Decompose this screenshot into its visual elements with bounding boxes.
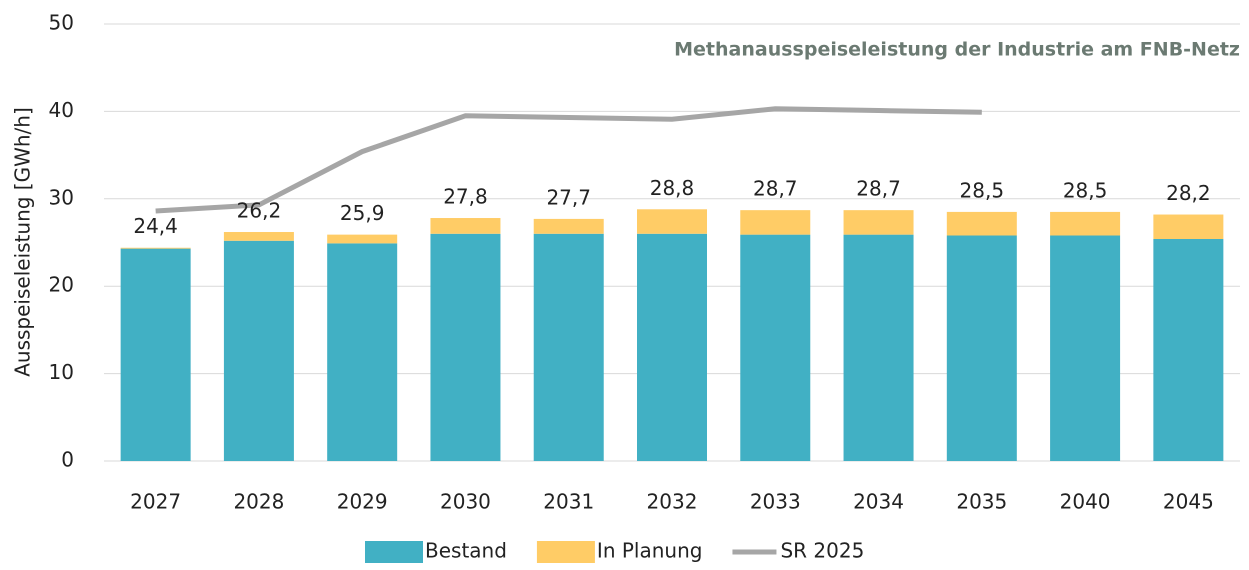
- total-label: 28,8: [650, 176, 695, 200]
- bar-segment: [533, 233, 604, 461]
- x-tick-label: 2040: [1060, 490, 1111, 514]
- bar-segment: [120, 248, 191, 461]
- bar-segment: [223, 232, 294, 241]
- bar-segment: [637, 209, 707, 234]
- x-tick-label: 2033: [750, 490, 801, 514]
- bar-segment: [1153, 239, 1224, 461]
- line: [155, 106, 982, 214]
- bar-segment: [1153, 214, 1224, 240]
- x-tick-label: 2029: [337, 490, 388, 514]
- x-tick-label: 2032: [647, 490, 698, 514]
- bar-segment: [740, 234, 811, 461]
- y-tick-label: 50: [49, 11, 74, 35]
- total-label: 28,7: [753, 177, 798, 201]
- y-tick-label: 20: [49, 273, 74, 297]
- y-tick-label: 40: [49, 98, 74, 122]
- bar-segment: [946, 211, 1017, 236]
- y-axis-label: Ausspeiseleistung [GWh/h]: [11, 107, 35, 377]
- x-tick-label: 2031: [543, 490, 594, 514]
- legend-label: Bestand: [425, 539, 507, 563]
- bar-segment: [327, 234, 398, 244]
- bar-segment: [327, 243, 398, 461]
- legend-label: SR 2025: [780, 539, 864, 563]
- bar-segment: [223, 240, 294, 461]
- bar-segment: [1050, 235, 1121, 461]
- total-label: 26,2: [237, 199, 282, 223]
- x-tick-label: 2030: [440, 490, 491, 514]
- total-label: 28,5: [960, 178, 1005, 202]
- bar-segment: [843, 210, 914, 235]
- bar-segment: [120, 247, 191, 249]
- chart-title: Methanausspeiseleistung der Industrie am…: [674, 39, 1240, 61]
- y-tick-label: 10: [49, 360, 74, 384]
- bar-segment: [1050, 211, 1121, 236]
- x-tick-label: 2027: [130, 490, 181, 514]
- total-label: 25,9: [340, 201, 385, 225]
- total-label: 28,2: [1166, 181, 1211, 205]
- total-label: 24,4: [133, 214, 178, 238]
- total-label: 28,5: [1063, 178, 1108, 202]
- total-label: 28,7: [856, 177, 901, 201]
- x-tick-label: 2034: [853, 490, 904, 514]
- x-tick-label: 2028: [233, 490, 284, 514]
- total-label: 27,7: [546, 185, 591, 209]
- bar-segment: [637, 233, 707, 461]
- legend-swatch: [536, 541, 595, 563]
- y-tick-label: 0: [61, 448, 74, 472]
- bar-segment: [430, 218, 501, 234]
- bar-segment: [430, 233, 501, 461]
- y-tick-label: 30: [49, 185, 74, 209]
- legend-label: In Planung: [597, 539, 703, 563]
- bar-segment: [843, 234, 914, 461]
- legend-swatch: [365, 541, 423, 563]
- total-label: 27,8: [443, 185, 488, 209]
- bar-segment: [533, 218, 604, 234]
- bar-segment: [740, 210, 811, 235]
- x-tick-label: 2035: [956, 490, 1007, 514]
- bar-segment: [946, 235, 1017, 461]
- x-tick-label: 2045: [1163, 490, 1214, 514]
